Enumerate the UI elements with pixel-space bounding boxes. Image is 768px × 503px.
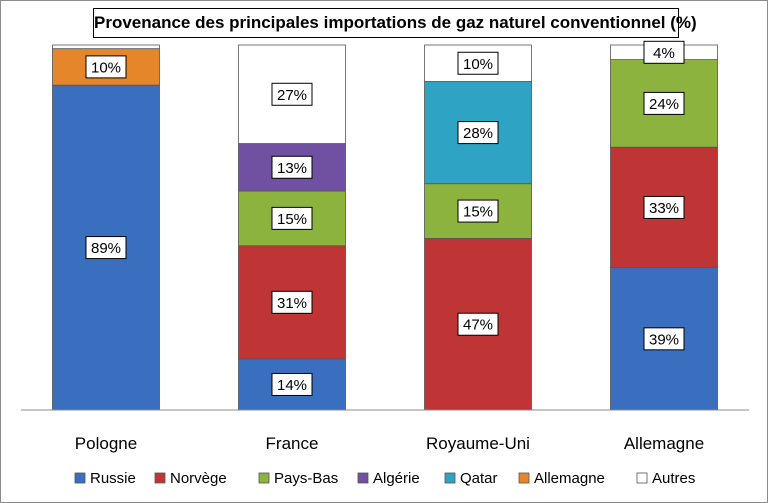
data-label-text: 47% [463, 317, 493, 334]
data-label-text: 24% [649, 96, 679, 113]
category-label-allemagne: Allemagne [624, 434, 704, 453]
data-label-royaume-uni-autres: 10% [457, 51, 499, 75]
legend-swatch [636, 472, 648, 484]
data-label-box [457, 51, 499, 75]
data-labels-layer: 89% 10% 14% 31% 15% 13% 27% 47% 15% 28% 10% 39% 33% 2… [85, 40, 685, 396]
data-label-text: 10% [463, 56, 493, 73]
data-label-france-autres: 27% [271, 82, 313, 106]
data-label-box [271, 82, 313, 106]
data-label-pologne-allemagne: 10% [85, 55, 127, 79]
data-label-text: 31% [277, 295, 307, 312]
legend-item-russie: Russie [74, 470, 136, 487]
data-label-box [457, 121, 499, 145]
legend-label: Norvège [170, 470, 227, 487]
legend-label: Qatar [460, 470, 498, 487]
category-label-royaume-uni: Royaume-Uni [426, 434, 530, 453]
data-label-pologne-russie: 89% [85, 236, 127, 260]
data-label-text: 15% [277, 211, 307, 228]
data-label-box [643, 195, 685, 219]
legend-item-pays-bas: Pays-Bas [258, 470, 338, 487]
legend-label: Russie [90, 470, 136, 487]
data-label-france-russie: 14% [271, 372, 313, 396]
data-label-box [271, 206, 313, 230]
category-labels-layer: Pologne France Royaume-Uni Allemagne [75, 434, 704, 453]
data-label-text: 89% [91, 240, 121, 257]
category-label-pologne: Pologne [75, 434, 137, 453]
data-label-box [271, 372, 313, 396]
data-label-box [643, 91, 685, 115]
bar-pologne-autres [52, 44, 160, 50]
legend-label: Pays-Bas [274, 470, 338, 487]
data-label-text: 13% [277, 160, 307, 177]
chart-title: Provenance des principales importations … [93, 8, 697, 38]
legend-swatch [357, 472, 369, 484]
data-label-box [271, 290, 313, 314]
data-label-france-norvege: 31% [271, 290, 313, 314]
data-label-text: 15% [463, 204, 493, 221]
data-label-text: 28% [463, 125, 493, 142]
data-label-allemagne-norvege: 33% [643, 195, 685, 219]
data-label-allemagne-russie: 39% [643, 327, 685, 351]
category-label-france: France [266, 434, 319, 453]
data-label-box [85, 236, 127, 260]
data-label-box [457, 312, 499, 336]
legend-swatch [258, 472, 270, 484]
data-label-box [643, 327, 685, 351]
data-label-text: 33% [649, 200, 679, 217]
data-label-text: 10% [91, 59, 121, 76]
data-label-royaume-uni-pays-bas: 15% [457, 199, 499, 223]
legend-item-qatar: Qatar [444, 470, 498, 487]
data-label-text: 27% [277, 87, 307, 104]
legend-swatch [74, 472, 86, 484]
data-label-allemagne-pays-bas: 24% [643, 91, 685, 115]
legend-item-norvege: Norvège [154, 470, 227, 487]
legend-swatch [444, 472, 456, 484]
legend-item-algerie: Algérie [357, 470, 420, 487]
data-label-royaume-uni-norvege: 47% [457, 312, 499, 336]
legend-label: Allemagne [534, 470, 605, 487]
data-label-box [457, 199, 499, 223]
bars-layer [52, 44, 718, 411]
data-label-text: 4% [653, 45, 675, 62]
legend: Russie Norvège Pays-Bas Algérie Qatar Allemag… [74, 470, 695, 487]
data-label-france-algerie: 13% [271, 155, 313, 179]
data-label-box [271, 155, 313, 179]
legend-item-allemagne: Allemagne [518, 470, 605, 487]
legend-item-autres: Autres [636, 470, 695, 487]
data-label-royaume-uni-qatar: 28% [457, 121, 499, 145]
legend-swatch [154, 472, 166, 484]
data-label-box [85, 55, 127, 79]
data-label-text: 14% [277, 377, 307, 394]
legend-label: Autres [652, 470, 695, 487]
legend-swatch [518, 472, 530, 484]
legend-label: Algérie [373, 470, 420, 487]
data-label-france-pays-bas: 15% [271, 206, 313, 230]
data-label-allemagne-autres: 4% [643, 40, 685, 64]
data-label-text: 39% [649, 331, 679, 348]
data-label-box [643, 40, 685, 64]
